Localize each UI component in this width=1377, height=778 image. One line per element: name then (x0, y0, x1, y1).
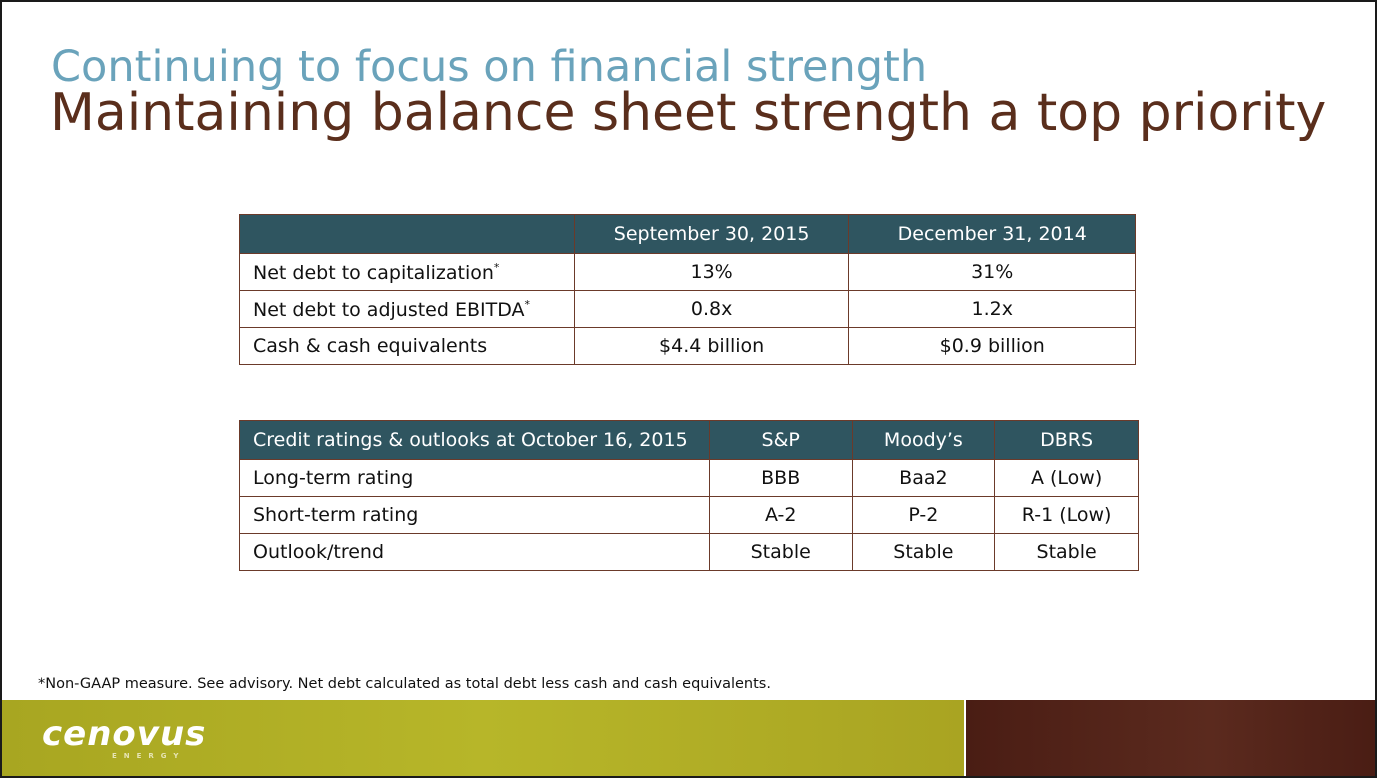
header-cell: September 30, 2015 (573, 214, 850, 254)
value-cell: Stable (708, 533, 853, 571)
table-header-row: Credit ratings & outlooks at October 16,… (239, 420, 1139, 460)
table-row: Long-term rating BBB Baa2 A (Low) (239, 459, 1139, 497)
row-label: Long-term rating (239, 459, 710, 497)
row-label-cell: Net debt to adjusted EBITDA* (239, 290, 575, 328)
table-row: Cash & cash equivalents $4.4 billion $0.… (239, 327, 1136, 365)
footnote: *Non-GAAP measure. See advisory. Net deb… (38, 676, 771, 692)
value-cell: P-2 (851, 496, 996, 534)
footer-band-green (2, 700, 964, 776)
table-row: Net debt to capitalization* 13% 31% (239, 253, 1136, 291)
cenovus-logo: cenovus (42, 714, 207, 754)
value-cell: 13% (573, 253, 850, 291)
footnote-mark: * (524, 297, 531, 311)
row-label: Cash & cash equivalents (253, 335, 488, 357)
header-cell (239, 214, 575, 254)
value-cell: Baa2 (851, 459, 996, 497)
table-row: Net debt to adjusted EBITDA* 0.8x 1.2x (239, 290, 1136, 328)
header-cell: December 31, 2014 (848, 214, 1136, 254)
row-label: Short-term rating (239, 496, 710, 534)
header-cell: S&P (708, 420, 853, 460)
header-cell: Credit ratings & outlooks at October 16,… (239, 420, 710, 460)
value-cell: 31% (848, 253, 1136, 291)
header-cell: Moody’s (851, 420, 996, 460)
value-cell: 1.2x (848, 290, 1136, 328)
value-cell: $0.9 billion (848, 327, 1136, 365)
value-cell: A (Low) (994, 459, 1139, 497)
row-label-cell: Cash & cash equivalents (239, 327, 575, 365)
credit-ratings-table: Credit ratings & outlooks at October 16,… (239, 420, 1139, 571)
value-cell: R-1 (Low) (994, 496, 1139, 534)
header-cell: DBRS (994, 420, 1139, 460)
footnote-mark: * (493, 260, 500, 274)
cenovus-logo-subtext: ENERGY (112, 752, 186, 760)
table-header-row: September 30, 2015 December 31, 2014 (239, 214, 1136, 254)
financial-metrics-table: September 30, 2015 December 31, 2014 Net… (239, 214, 1136, 365)
table-row: Short-term rating A-2 P-2 R-1 (Low) (239, 496, 1139, 534)
value-cell: Stable (851, 533, 996, 571)
slide-subtitle: Continuing to focus on financial strengt… (51, 42, 928, 92)
value-cell: $4.4 billion (573, 327, 850, 365)
value-cell: 0.8x (573, 290, 850, 328)
footer-band-brown (966, 700, 1375, 776)
value-cell: A-2 (708, 496, 853, 534)
row-label: Outlook/trend (239, 533, 710, 571)
slide-title: Maintaining balance sheet strength a top… (50, 83, 1327, 143)
row-label: Net debt to adjusted EBITDA (253, 298, 525, 321)
row-label: Net debt to capitalization (253, 261, 494, 284)
table-row: Outlook/trend Stable Stable Stable (239, 533, 1139, 571)
row-label-cell: Net debt to capitalization* (239, 253, 575, 291)
value-cell: BBB (708, 459, 853, 497)
value-cell: Stable (994, 533, 1139, 571)
